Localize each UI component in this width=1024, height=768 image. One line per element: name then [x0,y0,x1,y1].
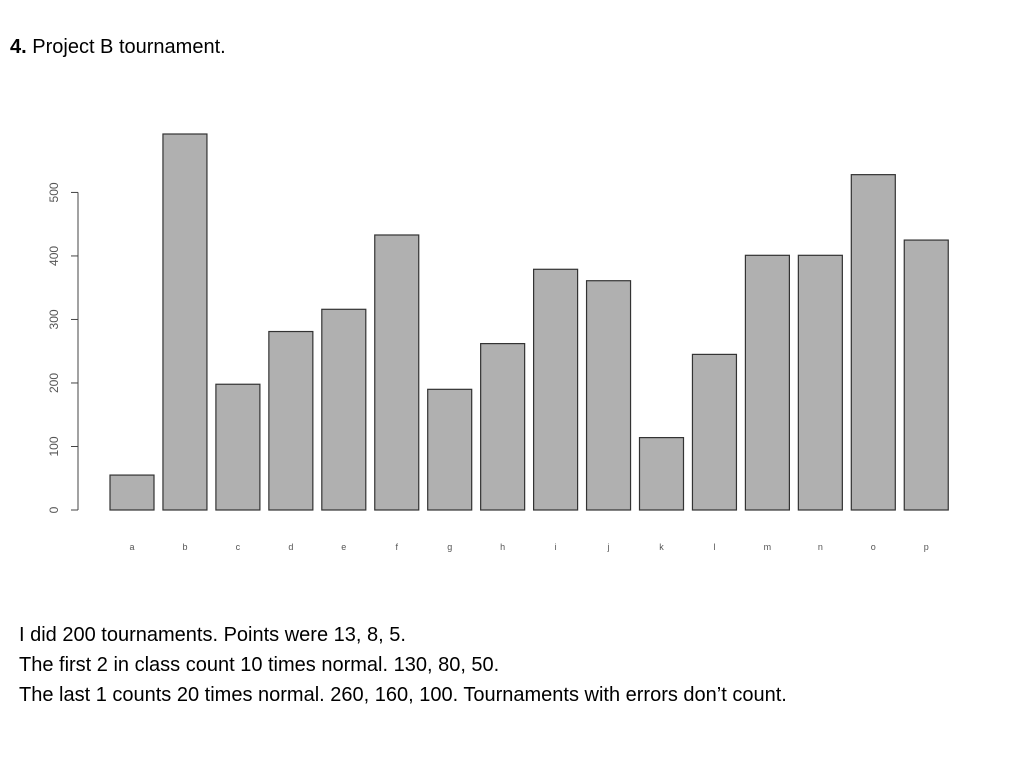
x-tick-label: n [818,542,823,552]
x-tick-label: l [713,542,715,552]
bar-k [638,436,685,511]
bar-i [532,268,579,511]
bar-h [480,342,526,511]
bar-l [691,353,738,511]
heading-number: 4. [10,36,27,58]
bar-b [162,133,208,511]
bar-p [903,239,949,511]
x-tick-label: h [500,542,505,552]
y-tick-label: 400 [47,246,61,266]
bar-chart-container: 0 100 200 300 400 500 a b c d e f g h i j k l m n o p [47,133,949,552]
bar-j [585,280,632,511]
note-line-3: The last 1 counts 20 times normal. 260, … [19,684,787,706]
y-tick-label: 100 [47,436,61,456]
x-tick-label: j [607,542,610,552]
x-tick-label: m [764,542,772,552]
x-tick-label: o [871,542,876,552]
y-tick-label: 0 [47,506,61,513]
bar-g [427,388,473,511]
x-tick-label: c [236,542,241,552]
bar-chart: 0 100 200 300 400 500 a b c d e f g h i j k l m n o p [47,133,949,552]
bar-c [215,383,261,511]
bar-f [374,234,420,511]
bar-a [109,474,155,511]
bar-n [797,254,843,511]
x-tick-label: g [447,542,452,552]
note-line-2: The first 2 in class count 10 times norm… [19,654,500,676]
slide-heading: 4. Project B tournament. [10,34,226,60]
x-tick-label: d [288,542,293,552]
x-tick-label: k [659,542,664,552]
x-tick-label: f [395,542,398,552]
bar-d [268,330,314,511]
x-tick-label: i [555,542,557,552]
bar-e [321,308,367,511]
y-tick-label: 300 [47,309,61,329]
y-tick-label: 200 [47,373,61,393]
x-tick-label: p [924,542,929,552]
note-line-1: I did 200 tournaments. Points were 13, 8… [19,624,406,646]
x-tick-label: b [182,542,187,552]
x-tick-label: a [129,542,134,552]
bar-o [850,174,896,511]
y-tick-label: 500 [47,182,61,202]
notes-block: I did 200 tournaments. Points were 13, 8… [19,620,787,710]
bar-m [744,254,791,511]
heading-title: Project B tournament. [32,36,226,58]
x-tick-label: e [341,542,346,552]
